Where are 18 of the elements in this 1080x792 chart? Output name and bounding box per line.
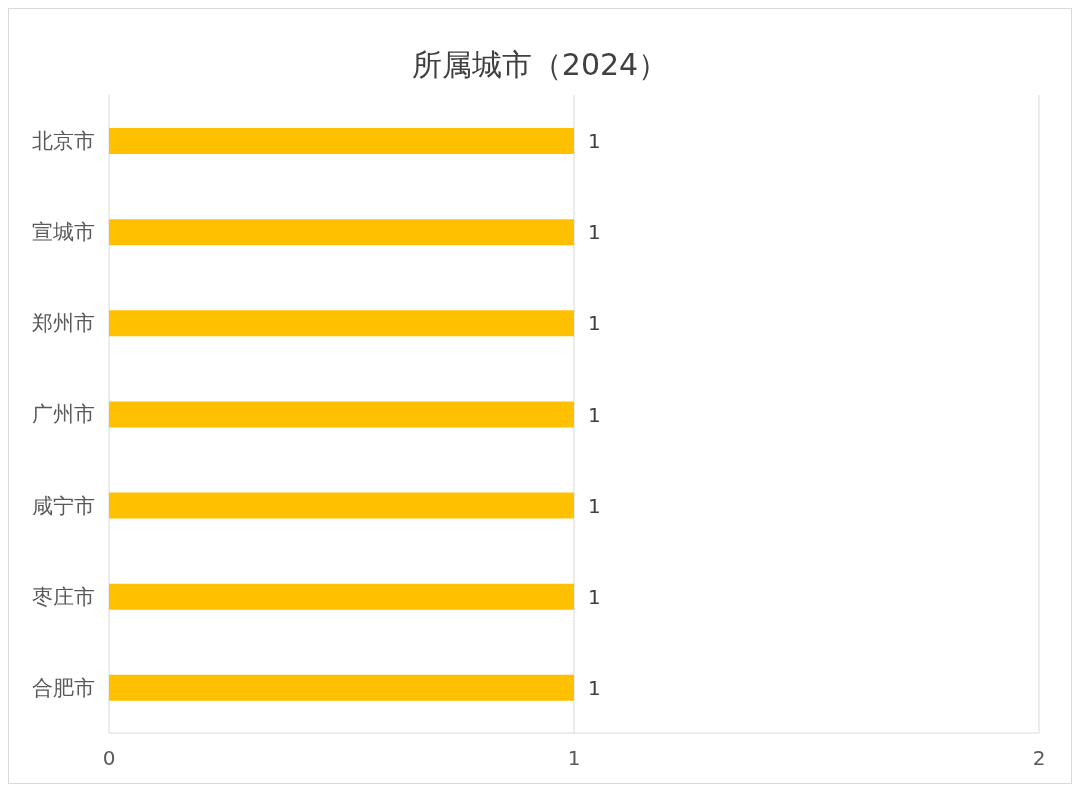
y-tick-label: 郑州市 — [32, 311, 95, 336]
y-tick-label: 广州市 — [32, 402, 95, 427]
y-tick-label: 合肥市 — [32, 675, 95, 700]
x-tick-label: 1 — [567, 746, 581, 771]
data-label: 1 — [588, 675, 601, 700]
chart-title: 所属城市（2024） — [410, 46, 670, 84]
data-label: 1 — [588, 584, 601, 609]
y-tick-label: 咸宁市 — [32, 493, 95, 518]
x-tick-label: 0 — [102, 746, 116, 771]
data-label: 1 — [588, 129, 601, 154]
data-label: 1 — [588, 311, 601, 336]
data-label: 1 — [588, 493, 601, 518]
data-label: 1 — [588, 220, 601, 245]
x-tick-label: 2 — [1032, 746, 1046, 771]
y-tick-label: 北京市 — [32, 129, 95, 154]
y-tick-label: 宣城市 — [32, 220, 95, 245]
data-label: 1 — [588, 402, 601, 427]
y-tick-label: 枣庄市 — [32, 584, 95, 609]
